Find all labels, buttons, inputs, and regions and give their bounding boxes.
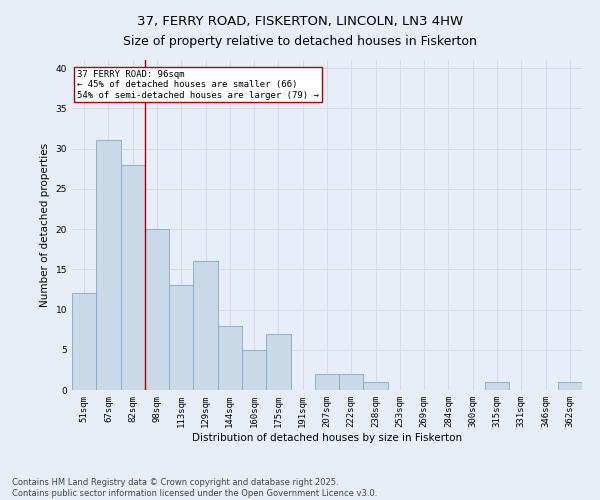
Bar: [364, 382, 388, 390]
Bar: [96, 140, 121, 390]
Text: 37 FERRY ROAD: 96sqm
← 45% of detached houses are smaller (66)
54% of semi-detac: 37 FERRY ROAD: 96sqm ← 45% of detached h…: [77, 70, 319, 100]
Bar: [193, 261, 218, 390]
Y-axis label: Number of detached properties: Number of detached properties: [40, 143, 50, 307]
Bar: [339, 374, 364, 390]
Bar: [169, 286, 193, 390]
Bar: [266, 334, 290, 390]
Text: 37, FERRY ROAD, FISKERTON, LINCOLN, LN3 4HW: 37, FERRY ROAD, FISKERTON, LINCOLN, LN3 …: [137, 15, 463, 28]
Bar: [145, 229, 169, 390]
Bar: [242, 350, 266, 390]
Bar: [558, 382, 582, 390]
Bar: [72, 294, 96, 390]
Bar: [218, 326, 242, 390]
Bar: [121, 164, 145, 390]
Bar: [315, 374, 339, 390]
Text: Contains HM Land Registry data © Crown copyright and database right 2025.
Contai: Contains HM Land Registry data © Crown c…: [12, 478, 377, 498]
X-axis label: Distribution of detached houses by size in Fiskerton: Distribution of detached houses by size …: [192, 432, 462, 442]
Bar: [485, 382, 509, 390]
Text: Size of property relative to detached houses in Fiskerton: Size of property relative to detached ho…: [123, 35, 477, 48]
